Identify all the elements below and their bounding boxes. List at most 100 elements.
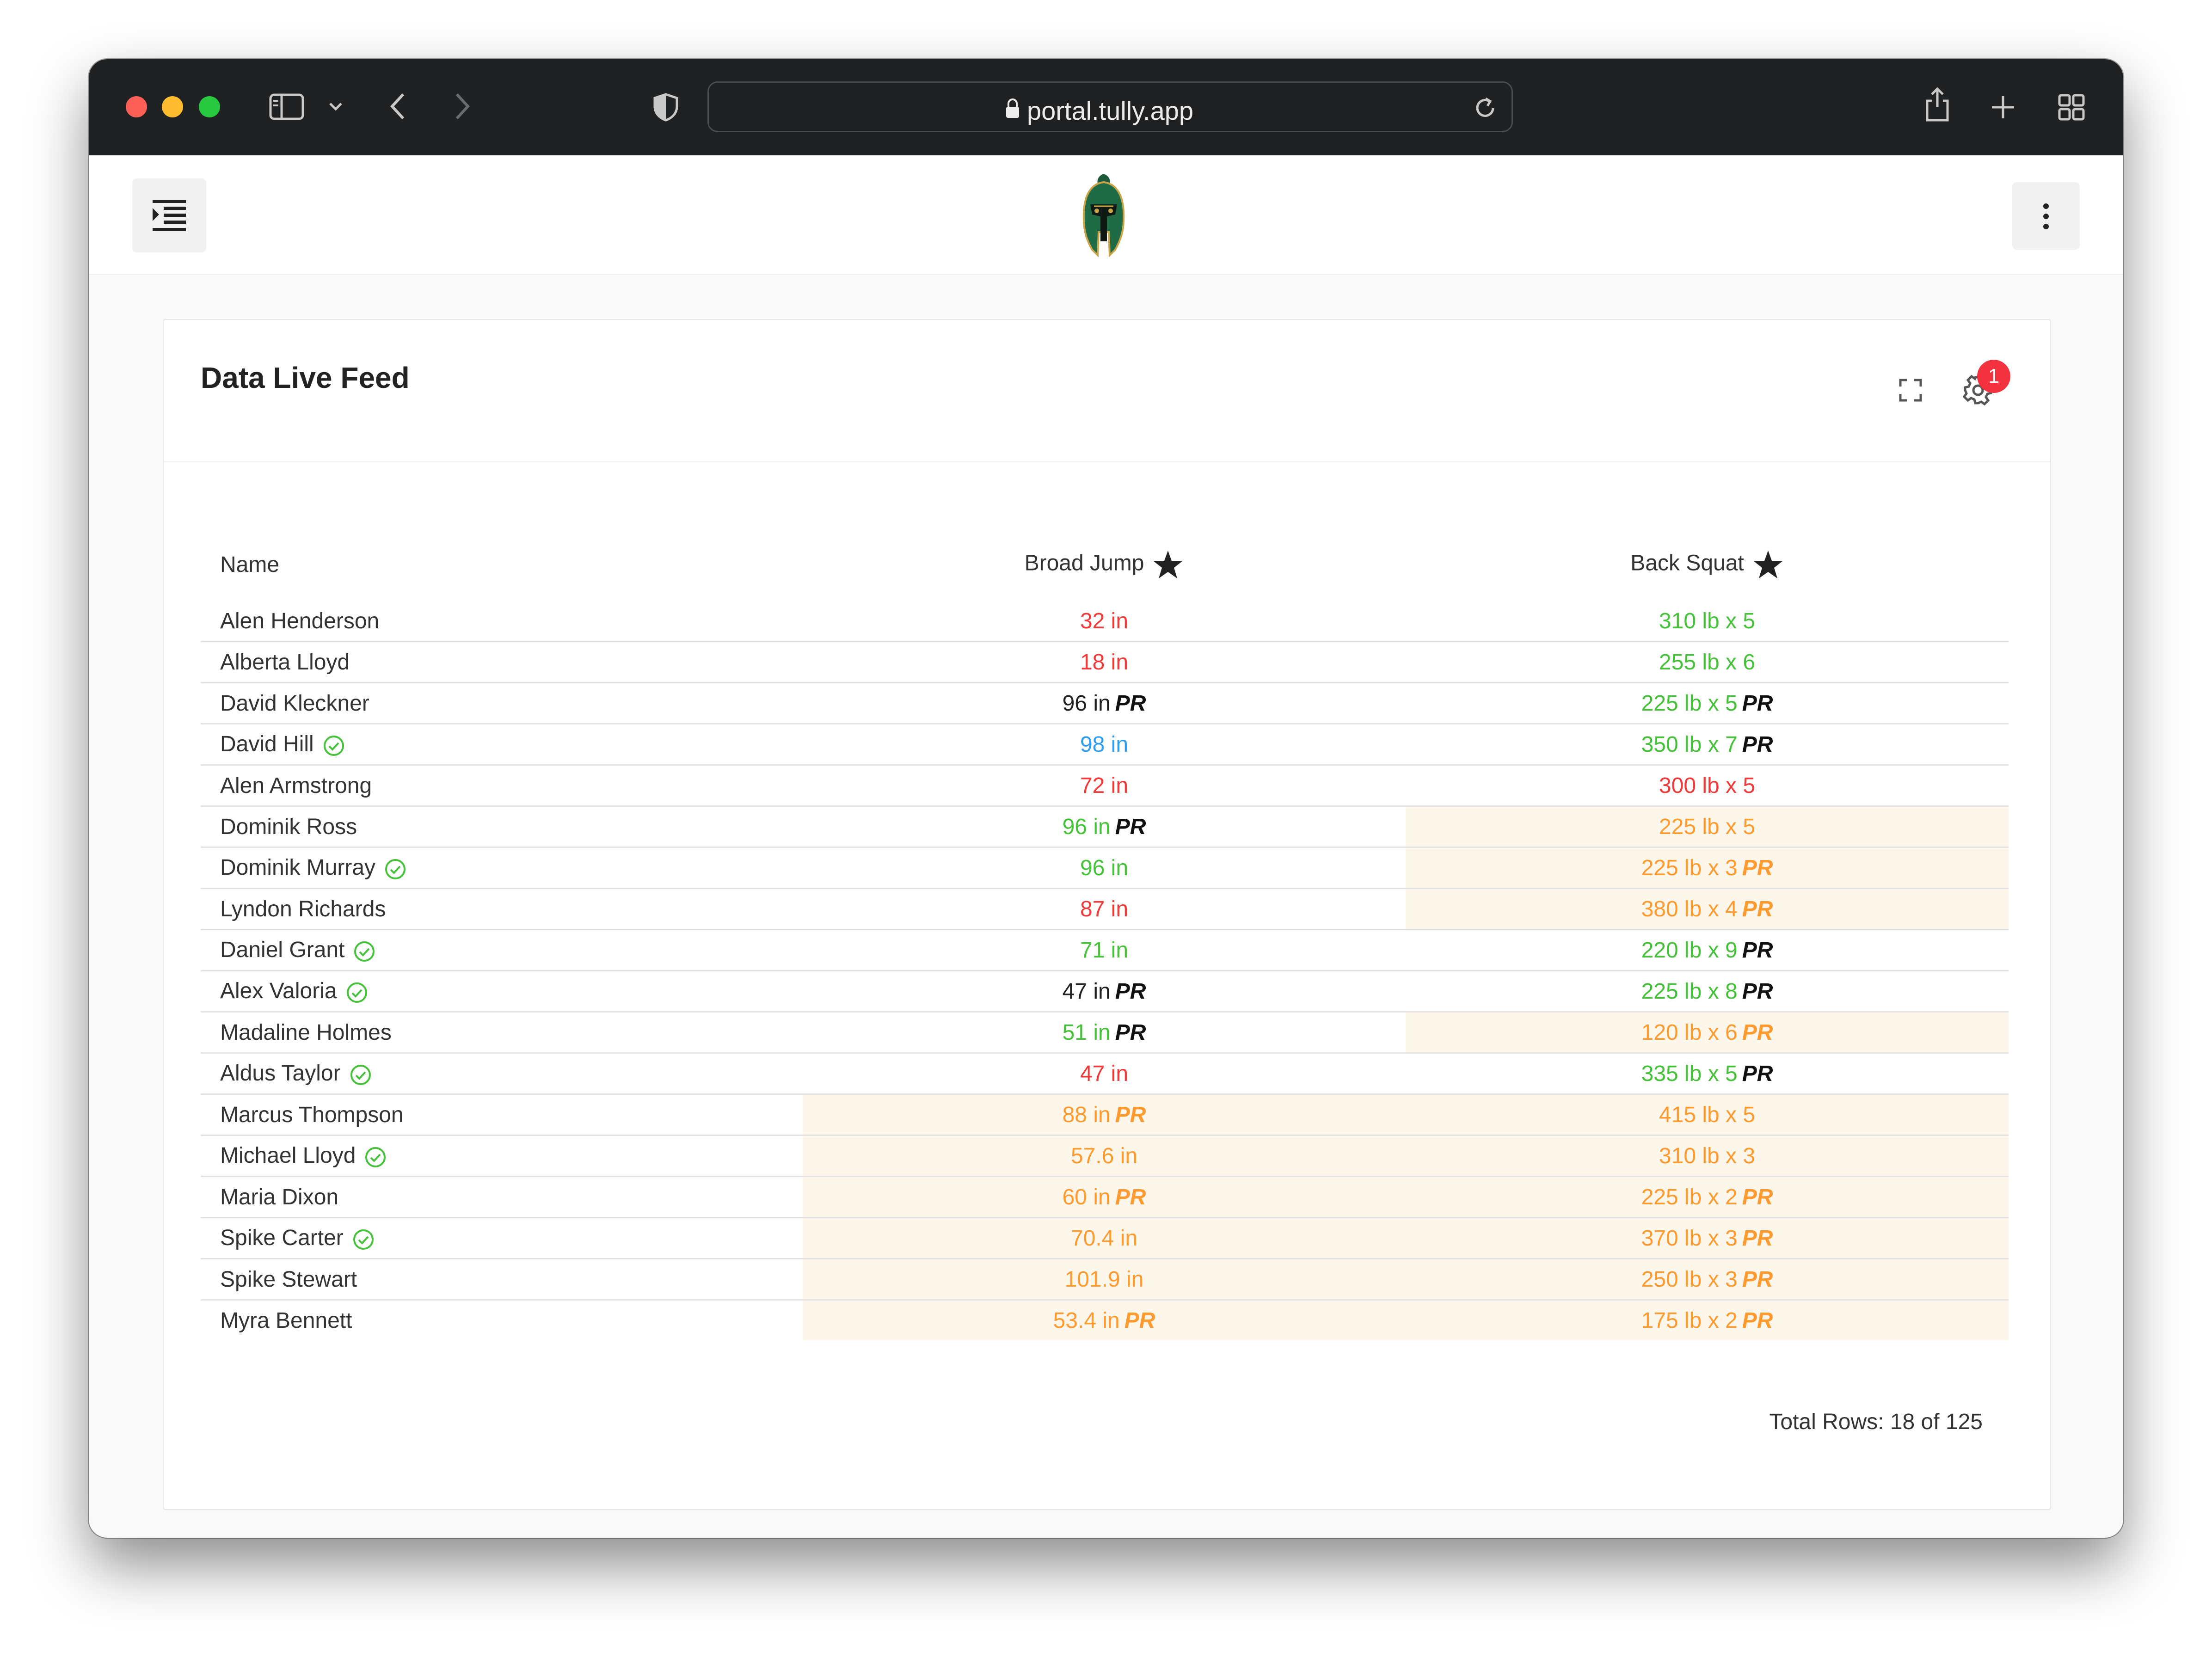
table-row[interactable]: Madaline Holmes 51 in PR 120 lb x 6 PR [201, 1012, 2009, 1054]
table-row[interactable]: Spike Carter 70.4 in 370 lb x 3 PR [201, 1217, 2009, 1259]
check-circle-icon [365, 1147, 386, 1167]
broad-jump-value-cell[interactable]: 96 in [803, 847, 1406, 889]
back-squat-value-cell[interactable]: 350 lb x 7 PR [1406, 724, 2009, 766]
back-squat-value-cell[interactable]: 415 lb x 5 [1406, 1094, 2009, 1136]
athlete-name-cell[interactable]: Daniel Grant [201, 929, 803, 971]
back-squat-value: 250 lb x 3 [1641, 1267, 1738, 1292]
broad-jump-value-cell[interactable]: 53.4 in PR [803, 1300, 1406, 1340]
broad-jump-value-cell[interactable]: 57.6 in [803, 1135, 1406, 1177]
athlete-name-cell[interactable]: Dominik Ross [201, 806, 803, 848]
minimize-window-button[interactable] [162, 96, 183, 117]
athlete-name-cell[interactable]: Alex Valoria [201, 970, 803, 1013]
table-row[interactable]: Myra Bennett 53.4 in PR 175 lb x 2 PR [201, 1300, 2009, 1341]
table-row[interactable]: David Hill 98 in 350 lb x 7 PR [201, 724, 2009, 766]
table-row[interactable]: Alex Valoria 47 in PR 225 lb x 8 PR [201, 970, 2009, 1013]
chevron-down-icon[interactable] [328, 102, 343, 112]
broad-jump-value-cell[interactable]: 51 in PR [803, 1012, 1406, 1054]
athlete-name-cell[interactable]: David Kleckner [201, 682, 803, 724]
broad-jump-value-cell[interactable]: 18 in [803, 641, 1406, 683]
broad-jump-value-cell[interactable]: 60 in PR [803, 1176, 1406, 1218]
back-squat-value-cell[interactable]: 225 lb x 3 PR [1406, 847, 2009, 889]
athlete-name-cell[interactable]: Alen Henderson [201, 601, 803, 642]
athlete-name-cell[interactable]: Spike Carter [201, 1217, 803, 1259]
table-row[interactable]: Alen Armstrong 72 in 300 lb x 5 [201, 765, 2009, 807]
athlete-name-cell[interactable]: Alberta Lloyd [201, 641, 803, 683]
broad-jump-value-cell[interactable]: 72 in [803, 765, 1406, 807]
table-row[interactable]: Spike Stewart 101.9 in 250 lb x 3 PR [201, 1258, 2009, 1301]
pr-badge: PR [1115, 814, 1146, 839]
column-header-broad-jump[interactable]: Broad Jump [803, 528, 1406, 601]
athlete-name-cell[interactable]: Maria Dixon [201, 1176, 803, 1218]
athlete-name-cell[interactable]: Dominik Murray [201, 847, 803, 889]
athlete-name-cell[interactable]: Marcus Thompson [201, 1094, 803, 1136]
broad-jump-value-cell[interactable]: 88 in PR [803, 1094, 1406, 1136]
forward-arrow-icon[interactable] [453, 92, 472, 121]
athlete-name-cell[interactable]: Spike Stewart [201, 1258, 803, 1301]
athlete-name-cell[interactable]: Alen Armstrong [201, 765, 803, 807]
back-squat-value-cell[interactable]: 175 lb x 2 PR [1406, 1300, 2009, 1340]
back-squat-value-cell[interactable]: 220 lb x 9 PR [1406, 929, 2009, 971]
broad-jump-value-cell[interactable]: 87 in [803, 888, 1406, 930]
privacy-shield-icon[interactable] [653, 92, 679, 122]
back-squat-value-cell[interactable]: 300 lb x 5 [1406, 765, 2009, 807]
back-squat-value-cell[interactable]: 225 lb x 5 [1406, 806, 2009, 848]
sidebar-toggle-icon[interactable] [269, 93, 304, 120]
fullscreen-icon[interactable] [1899, 378, 1923, 402]
zoom-window-button[interactable] [199, 96, 220, 117]
address-bar[interactable]: portal.tully.app [707, 81, 1513, 132]
table-row[interactable]: Alen Henderson 32 in 310 lb x 5 [201, 601, 2009, 642]
back-squat-value-cell[interactable]: 380 lb x 4 PR [1406, 888, 2009, 930]
athlete-name-cell[interactable]: David Hill [201, 724, 803, 766]
table-row[interactable]: Aldus Taylor 47 in 335 lb x 5 PR [201, 1053, 2009, 1095]
table-row[interactable]: Marcus Thompson 88 in PR 415 lb x 5 [201, 1094, 2009, 1136]
table-row[interactable]: Dominik Murray 96 in 225 lb x 3 PR [201, 847, 2009, 889]
back-arrow-icon[interactable] [388, 92, 407, 121]
table-row[interactable]: Alberta Lloyd 18 in 255 lb x 6 [201, 641, 2009, 683]
athlete-name-cell[interactable]: Myra Bennett [201, 1300, 803, 1341]
broad-jump-value: 57.6 in [1070, 1143, 1138, 1168]
column-header-name[interactable]: Name [201, 528, 803, 601]
table-row[interactable]: Dominik Ross 96 in PR 225 lb x 5 [201, 806, 2009, 848]
back-squat-value-cell[interactable]: 225 lb x 5 PR [1406, 682, 2009, 724]
athlete-name-cell[interactable]: Aldus Taylor [201, 1053, 803, 1095]
back-squat-value-cell[interactable]: 335 lb x 5 PR [1406, 1053, 2009, 1095]
broad-jump-value: 47 in [1062, 979, 1111, 1004]
back-squat-value-cell[interactable]: 310 lb x 3 [1406, 1135, 2009, 1177]
sidebar-menu-button[interactable] [132, 178, 206, 252]
broad-jump-value-cell[interactable]: 96 in PR [803, 806, 1406, 848]
close-window-button[interactable] [126, 96, 147, 117]
broad-jump-value-cell[interactable]: 71 in [803, 929, 1406, 971]
table-row[interactable]: Daniel Grant 71 in 220 lb x 9 PR [201, 929, 2009, 971]
tab-overview-icon[interactable] [2058, 93, 2085, 121]
card-title: Data Live Feed [201, 361, 410, 394]
broad-jump-value-cell[interactable]: 32 in [803, 601, 1406, 642]
broad-jump-value-cell[interactable]: 47 in PR [803, 970, 1406, 1013]
reload-icon[interactable] [1473, 96, 1498, 121]
back-squat-value-cell[interactable]: 310 lb x 5 [1406, 601, 2009, 642]
back-squat-value-cell[interactable]: 255 lb x 6 [1406, 641, 2009, 683]
table-row[interactable]: Michael Lloyd 57.6 in 310 lb x 3 [201, 1135, 2009, 1177]
more-options-button[interactable] [2012, 182, 2080, 250]
back-squat-value-cell[interactable]: 225 lb x 2 PR [1406, 1176, 2009, 1218]
check-circle-icon [385, 859, 406, 879]
back-squat-value-cell[interactable]: 370 lb x 3 PR [1406, 1217, 2009, 1259]
table-row[interactable]: Lyndon Richards 87 in 380 lb x 4 PR [201, 888, 2009, 930]
athlete-name-cell[interactable]: Madaline Holmes [201, 1012, 803, 1054]
new-tab-plus-icon[interactable] [1990, 94, 2016, 120]
athlete-name-cell[interactable]: Lyndon Richards [201, 888, 803, 930]
table-row[interactable]: David Kleckner 96 in PR 225 lb x 5 PR [201, 682, 2009, 724]
back-squat-value-cell[interactable]: 120 lb x 6 PR [1406, 1012, 2009, 1054]
broad-jump-value-cell[interactable]: 96 in PR [803, 682, 1406, 724]
back-squat-value-cell[interactable]: 225 lb x 8 PR [1406, 970, 2009, 1013]
broad-jump-value-cell[interactable]: 70.4 in [803, 1217, 1406, 1259]
column-header-back-squat[interactable]: Back Squat [1406, 528, 2009, 601]
star-icon[interactable] [1752, 550, 1784, 579]
broad-jump-value-cell[interactable]: 98 in [803, 724, 1406, 766]
broad-jump-value-cell[interactable]: 101.9 in [803, 1258, 1406, 1301]
back-squat-value-cell[interactable]: 250 lb x 3 PR [1406, 1258, 2009, 1301]
table-row[interactable]: Maria Dixon 60 in PR 225 lb x 2 PR [201, 1176, 2009, 1218]
athlete-name-cell[interactable]: Michael Lloyd [201, 1135, 803, 1177]
star-icon[interactable] [1152, 550, 1184, 579]
broad-jump-value-cell[interactable]: 47 in [803, 1053, 1406, 1095]
share-icon[interactable] [1923, 86, 1951, 123]
